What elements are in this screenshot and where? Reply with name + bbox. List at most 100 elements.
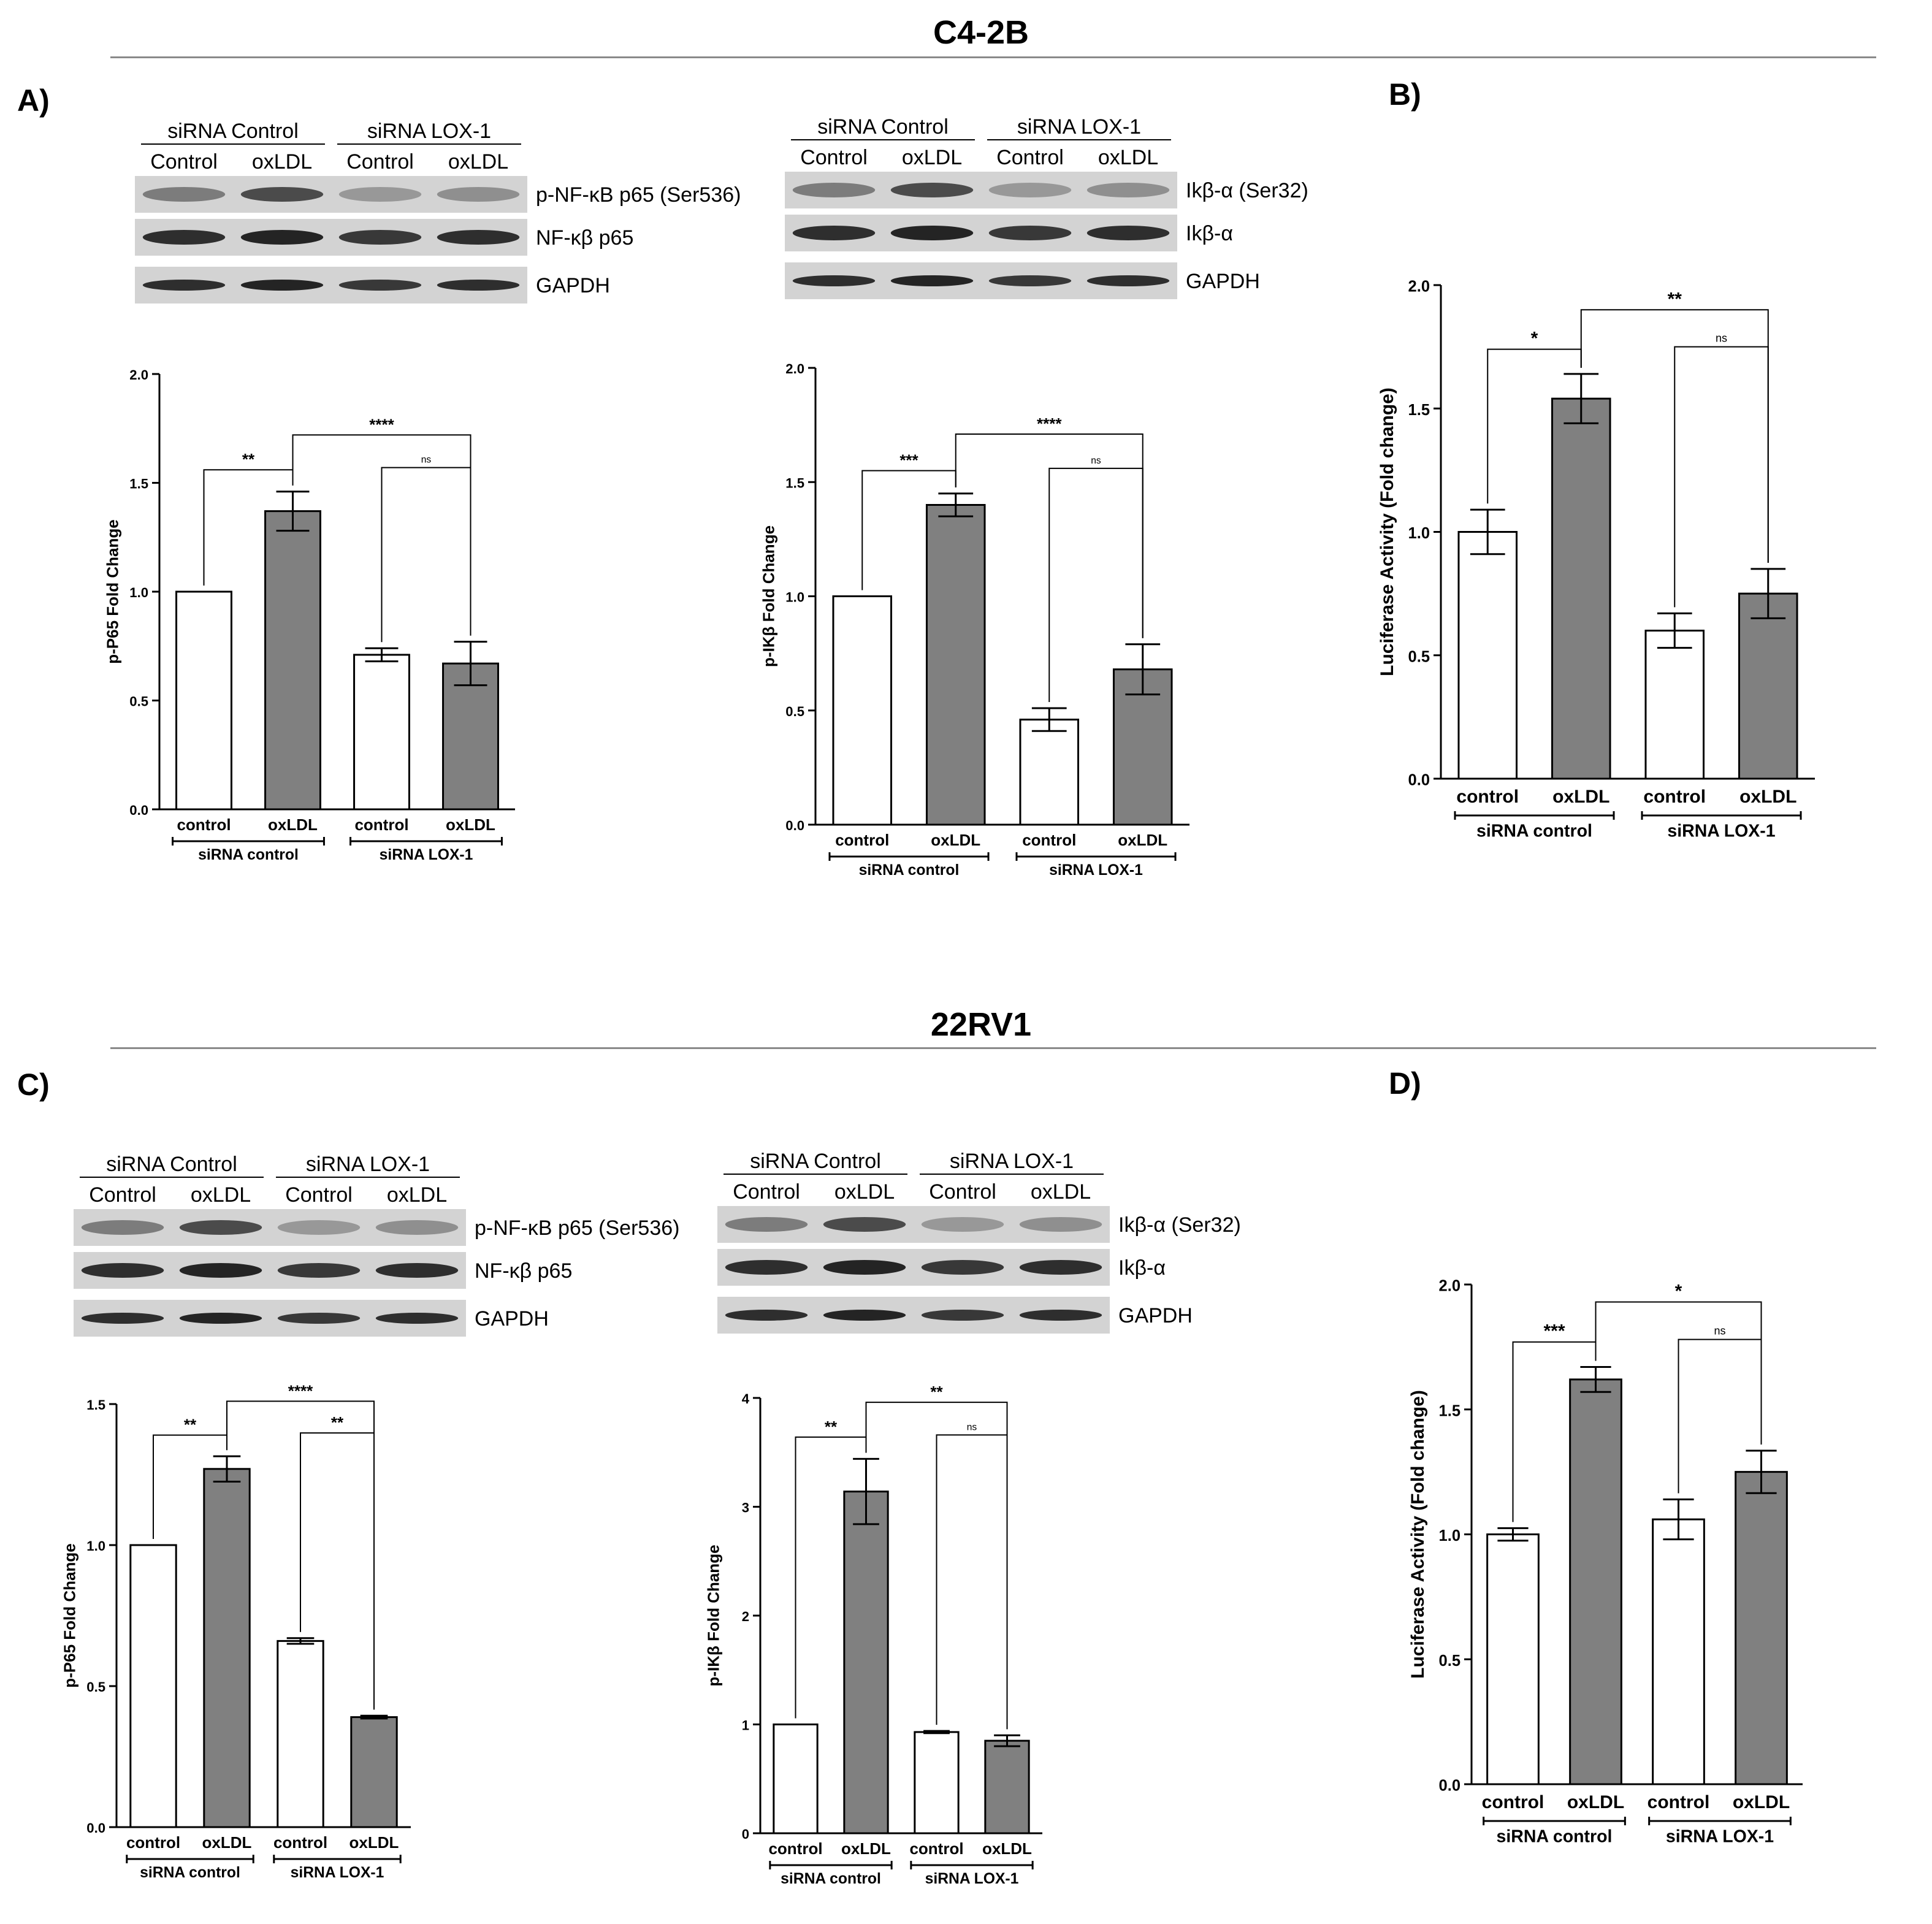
blot-lane-label: Control xyxy=(929,1180,996,1204)
western-blot-22rv1-p65: siRNA Control siRNA LOX-1 Control oxLDL Cont… xyxy=(74,1153,679,1337)
x-tick-label: control xyxy=(1648,1792,1710,1812)
y-tick-label: 1.0 xyxy=(785,590,804,605)
y-tick-label: 0.5 xyxy=(1439,1652,1460,1670)
blot-lane-label: oxLDL xyxy=(252,150,312,174)
blot-band xyxy=(1019,1310,1102,1321)
significance-label: *** xyxy=(899,451,918,470)
x-tick-label: oxLDL xyxy=(1733,1792,1790,1812)
blot-band xyxy=(179,1313,262,1324)
y-axis-label: p-P65 Fold Change xyxy=(103,519,121,663)
x-tick-label: control xyxy=(909,1839,963,1858)
significance-label: ** xyxy=(1668,289,1682,309)
significance-label: ** xyxy=(184,1416,197,1434)
blot-group-label: siRNA LOX-1 xyxy=(306,1153,430,1176)
blot-group-label: siRNA Control xyxy=(750,1150,881,1173)
y-axis-label: p-IKβ Fold Change xyxy=(759,525,777,667)
group-label: siRNA control xyxy=(198,847,299,863)
y-tick-label: 0.0 xyxy=(1439,1777,1460,1795)
blot-band-label: Ikβ-α (Ser32) xyxy=(1186,179,1308,202)
bar-chart-22rv1-p65: 0.0 0.5 1.0 1.5 p-P65 Fold Change control oxLD… xyxy=(60,1381,411,1881)
blot-band xyxy=(179,1263,262,1278)
blot-lane-label: Control xyxy=(89,1183,156,1207)
significance-bracket xyxy=(1678,1338,1762,1494)
blot-group-label: siRNA LOX-1 xyxy=(1017,115,1141,139)
y-tick-label: 4 xyxy=(742,1391,750,1407)
group-label: siRNA LOX-1 xyxy=(380,847,473,863)
x-tick-label: control xyxy=(1456,787,1519,807)
blot-lane-label: Control xyxy=(285,1183,353,1207)
group-label: siRNA control xyxy=(1476,822,1592,841)
y-tick-label: 1.5 xyxy=(785,475,804,491)
x-tick-label: oxLDL xyxy=(1118,831,1167,849)
significance-label: ** xyxy=(825,1418,838,1436)
significance-label: *** xyxy=(1543,1321,1565,1342)
blot-group-label: siRNA Control xyxy=(167,120,299,143)
blot-band xyxy=(437,230,520,245)
significance-label: ** xyxy=(930,1383,943,1401)
y-tick-label: 3 xyxy=(742,1500,749,1516)
western-blot-c42b-ikb: siRNA Control siRNA LOX-1 Control oxLDL Cont… xyxy=(785,115,1308,299)
blot-band xyxy=(142,187,226,202)
bar xyxy=(1551,397,1611,780)
blot-lane-label: Control xyxy=(996,146,1064,169)
blot-band xyxy=(792,183,876,197)
bar xyxy=(277,1640,324,1828)
group-label: siRNA LOX-1 xyxy=(1049,862,1143,879)
blot-band xyxy=(890,183,974,197)
blot-strip xyxy=(135,176,527,213)
blot-band xyxy=(375,1313,459,1324)
blot-band xyxy=(81,1263,164,1278)
blot-band-label: Ikβ-α xyxy=(1186,222,1233,245)
significance-label: **** xyxy=(1037,414,1062,433)
bar xyxy=(350,1716,398,1828)
bar xyxy=(843,1491,889,1834)
y-tick-label: 2.0 xyxy=(1408,278,1430,296)
significance-label: * xyxy=(1531,329,1538,349)
western-blot-22rv1-ikb: siRNA Control siRNA LOX-1 Control oxLDL Cont… xyxy=(717,1150,1241,1334)
bar xyxy=(203,1468,251,1828)
blot-band xyxy=(1086,183,1170,197)
y-axis-label: p-P65 Fold Change xyxy=(60,1543,78,1687)
bar xyxy=(1457,531,1518,780)
blot-band xyxy=(375,1263,459,1278)
significance-label: * xyxy=(1675,1281,1682,1302)
blot-band xyxy=(1086,275,1170,286)
blot-band-label: GAPDH xyxy=(1186,270,1260,293)
blot-band xyxy=(921,1260,1004,1275)
blot-band xyxy=(792,226,876,240)
y-tick-label: 0.0 xyxy=(129,803,148,818)
significance-label: ns xyxy=(1714,1325,1725,1337)
group-label: siRNA control xyxy=(140,1865,240,1881)
x-tick-label: oxLDL xyxy=(1552,787,1609,807)
panel-label-d: D) xyxy=(1389,1066,1421,1101)
section-rule-c42b xyxy=(110,56,1876,58)
x-tick-label: oxLDL xyxy=(841,1839,891,1858)
bar-chart-c42b-ikb: 0.0 0.5 1.0 1.5 2.0 p-IKβ Fold Change control o… xyxy=(759,361,1189,879)
y-tick-label: 1.5 xyxy=(86,1397,105,1413)
group-label: siRNA LOX-1 xyxy=(925,1871,1019,1887)
group-label: siRNA LOX-1 xyxy=(1666,1827,1774,1847)
blot-lane-label: Control xyxy=(346,150,414,174)
y-tick-label: 0.0 xyxy=(1408,772,1430,789)
y-tick-label: 1.0 xyxy=(129,585,148,600)
blot-band-label: NF-κβ p65 xyxy=(475,1259,572,1283)
blot-band xyxy=(142,230,226,245)
blot-band xyxy=(81,1313,164,1324)
x-tick-label: oxLDL xyxy=(1739,787,1796,807)
blot-band xyxy=(823,1260,906,1275)
blot-lane-label: Control xyxy=(150,150,218,174)
blot-band xyxy=(277,1263,361,1278)
blot-band xyxy=(921,1217,1004,1232)
x-tick-label: control xyxy=(835,831,889,849)
y-axis-label: Luciferase Activity (Fold change) xyxy=(1408,1390,1428,1679)
blot-band-label: Ikβ-α xyxy=(1118,1256,1166,1280)
blot-strip xyxy=(74,1209,466,1246)
blot-band xyxy=(1019,1260,1102,1275)
significance-label: **** xyxy=(288,1381,313,1400)
y-tick-label: 0.5 xyxy=(86,1679,105,1695)
bar xyxy=(1486,1533,1540,1785)
significance-bracket xyxy=(1048,467,1144,703)
significance-bracket xyxy=(300,1432,375,1710)
bar xyxy=(175,590,232,811)
blot-lane-label: oxLDL xyxy=(834,1180,895,1204)
